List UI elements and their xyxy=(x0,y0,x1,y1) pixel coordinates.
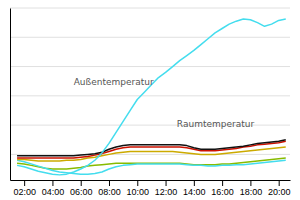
x-tick-label: 14:00 xyxy=(183,187,206,197)
grid xyxy=(10,8,290,154)
x-tick-mark xyxy=(109,180,110,186)
x-tick: 04:00 xyxy=(42,180,65,197)
x-tick-label: 08:00 xyxy=(98,187,121,197)
x-tick: 10:00 xyxy=(127,180,150,197)
x-tick-label: 02:00 xyxy=(13,187,36,197)
x-tick-mark xyxy=(194,180,195,186)
chart: 02:00 04:00 06:00 08:00 10:00 12:00 14:00 16:00… xyxy=(0,0,300,200)
y-axis xyxy=(10,9,11,181)
x-tick-label: 18:00 xyxy=(240,187,263,197)
x-tick: 20:00 xyxy=(268,180,291,197)
grid-line xyxy=(10,95,290,96)
series-line xyxy=(17,160,286,174)
x-tick: 08:00 xyxy=(98,180,121,197)
x-tick: 12:00 xyxy=(155,180,178,197)
annotation: Außentemperatur xyxy=(74,77,154,87)
x-tick-mark xyxy=(166,180,167,186)
series-line xyxy=(17,147,286,161)
plot: 02:00 04:00 06:00 08:00 10:00 12:00 14:00 16:00… xyxy=(10,8,291,197)
x-tick: 02:00 xyxy=(13,180,36,197)
x-tick-mark xyxy=(24,180,25,186)
x-tick-mark xyxy=(279,180,280,186)
x-tick: 18:00 xyxy=(240,180,263,197)
annotations: Außentemperatur Raumtemperatur xyxy=(74,77,255,129)
x-tick-label: 10:00 xyxy=(127,187,150,197)
grid-line xyxy=(10,66,290,67)
x-tick-label: 12:00 xyxy=(155,187,178,197)
series-line xyxy=(17,19,286,175)
x-tick-label: 16:00 xyxy=(211,187,234,197)
grid-line xyxy=(10,8,290,9)
x-tick-mark xyxy=(250,180,251,186)
x-tick-label: 06:00 xyxy=(70,187,93,197)
x-axis: 02:00 04:00 06:00 08:00 10:00 12:00 14:00 16:00… xyxy=(11,180,291,197)
x-tick-mark xyxy=(52,180,53,186)
grid-line xyxy=(10,37,290,38)
x-tick: 14:00 xyxy=(183,180,206,197)
x-tick-mark xyxy=(137,180,138,186)
y-axis-line xyxy=(10,9,11,181)
lines xyxy=(17,19,286,175)
x-tick: 06:00 xyxy=(70,180,93,197)
x-tick-label: 04:00 xyxy=(42,187,65,197)
x-tick-mark xyxy=(81,180,82,186)
x-tick-mark xyxy=(222,180,223,186)
x-tick: 16:00 xyxy=(211,180,234,197)
annotation: Raumtemperatur xyxy=(177,119,255,129)
series-line xyxy=(17,140,286,156)
grid-line xyxy=(10,154,290,155)
x-tick-label: 20:00 xyxy=(268,187,291,197)
